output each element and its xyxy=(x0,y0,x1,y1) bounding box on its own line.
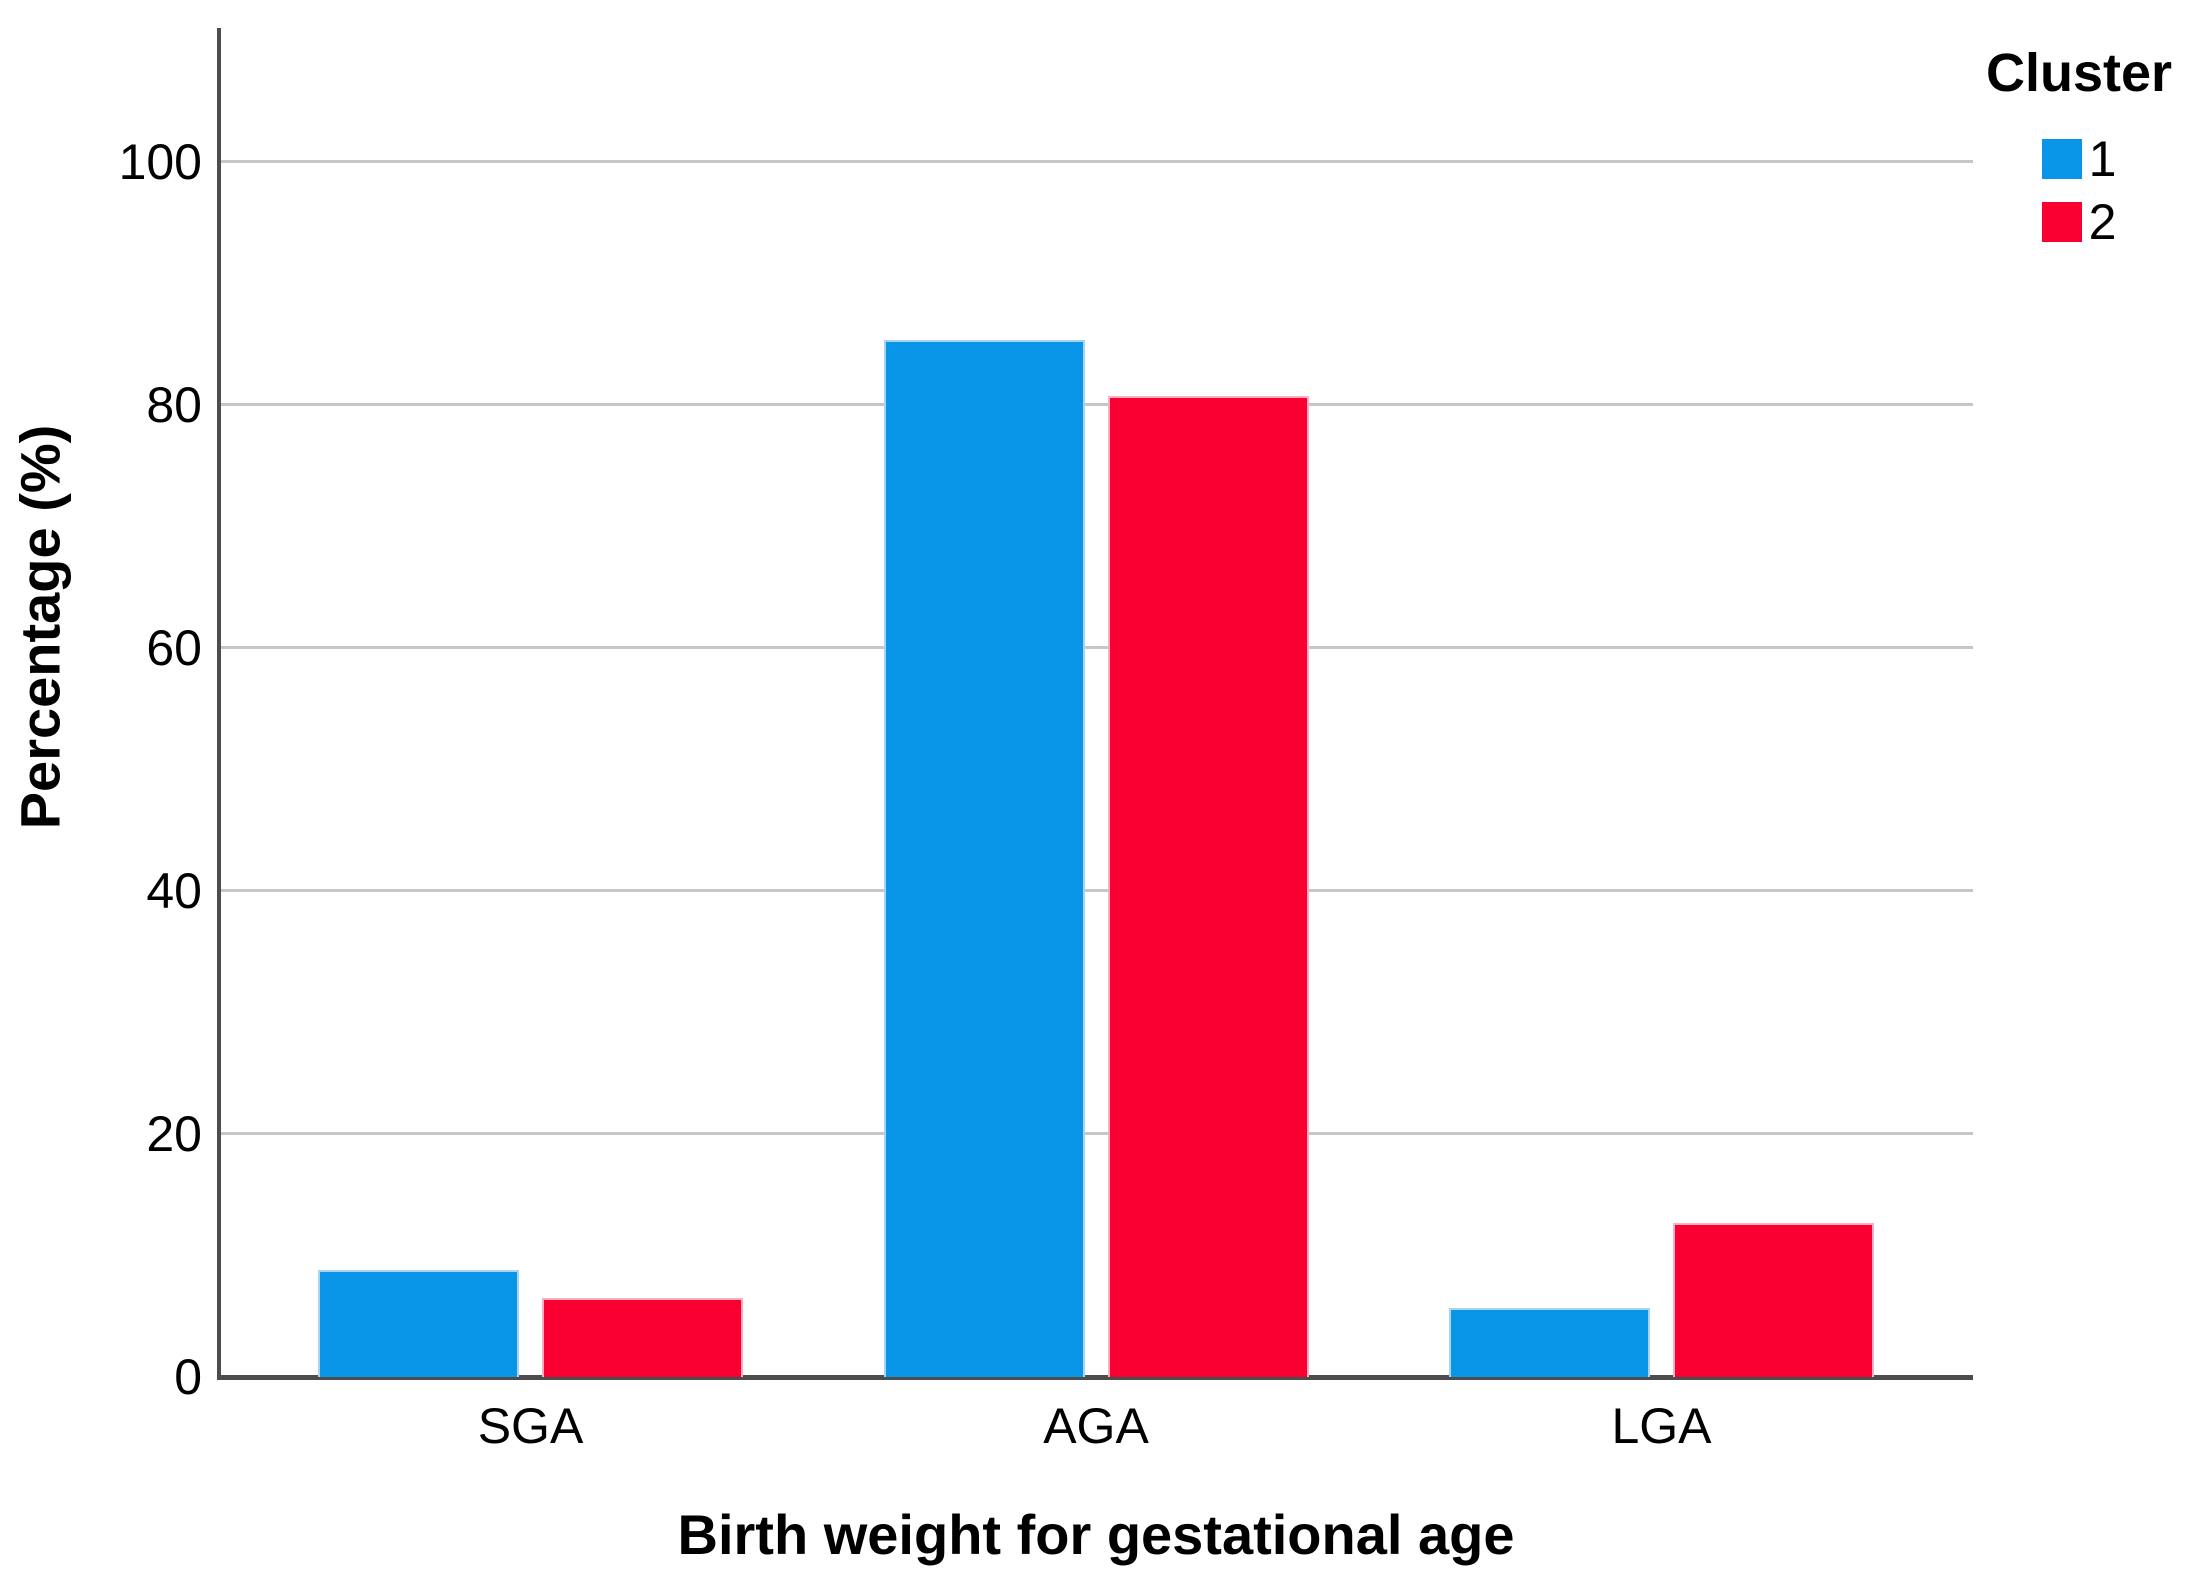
x-axis-title: Birth weight for gestational age xyxy=(677,1503,1515,1566)
x-tick-label-lga: LGA xyxy=(1611,1398,1712,1454)
bar-cluster1-aga xyxy=(883,340,1085,1377)
gridline-40 xyxy=(221,889,1973,893)
y-tick-label-60: 60 xyxy=(146,619,202,676)
y-axis-line xyxy=(217,28,221,1380)
legend-title: Cluster xyxy=(1985,43,2172,103)
bar-cluster1-lga xyxy=(1449,1307,1650,1377)
x-axis-line xyxy=(217,1375,1973,1380)
y-tick-label-0: 0 xyxy=(174,1349,202,1405)
x-tick-label-aga: AGA xyxy=(1043,1398,1149,1454)
gridline-60 xyxy=(221,646,1973,650)
legend-swatch-cluster-1 xyxy=(2041,139,2082,179)
legend-item-cluster-1: 1 xyxy=(2041,131,2117,187)
bar-cluster2-sga xyxy=(542,1298,743,1377)
y-tick-label-80: 80 xyxy=(146,376,202,433)
legend-label-cluster-2: 2 xyxy=(2088,194,2117,250)
legend-swatch-cluster-2 xyxy=(2041,202,2082,242)
bar-cluster1-sga xyxy=(318,1270,519,1377)
gridline-20 xyxy=(221,1132,1973,1136)
gridline-80 xyxy=(221,403,1973,407)
x-tick-label-sga: SGA xyxy=(477,1398,584,1454)
gridline-100 xyxy=(221,160,1973,164)
legend-label-cluster-1: 1 xyxy=(2088,131,2117,187)
legend-item-cluster-2: 2 xyxy=(2041,194,2117,250)
y-tick-label-100: 100 xyxy=(118,133,202,190)
y-tick-label-20: 20 xyxy=(146,1105,202,1162)
bar-cluster2-lga xyxy=(1673,1222,1874,1377)
bar-cluster2-aga xyxy=(1107,396,1309,1377)
y-tick-label-40: 40 xyxy=(146,862,202,919)
